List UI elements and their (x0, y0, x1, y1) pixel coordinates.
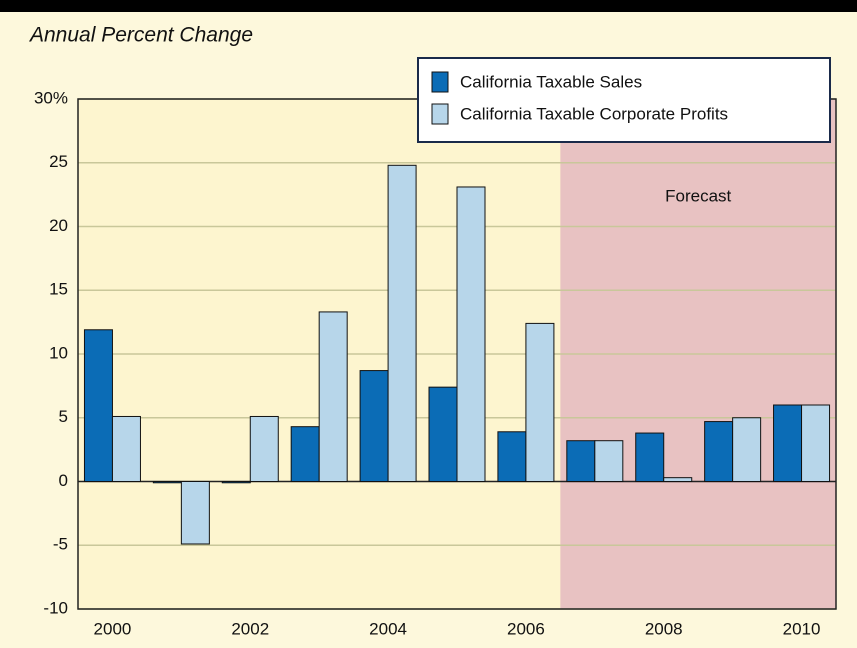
bar (525, 322, 555, 482)
y-tick-label: 10 (49, 343, 68, 362)
x-tick-label: 2010 (783, 619, 821, 638)
legend-box (417, 57, 831, 143)
y-tick-label: 25 (49, 152, 68, 171)
bar (152, 481, 182, 484)
y-tick-label: 15 (49, 280, 68, 299)
y-tick-label: 0 (59, 471, 68, 490)
bar (221, 481, 251, 484)
bar (497, 431, 527, 482)
y-tick-label: -5 (53, 535, 68, 554)
bar (594, 440, 624, 483)
x-tick-label: 2006 (507, 619, 545, 638)
bar (801, 404, 831, 482)
bar (635, 432, 665, 482)
bar (773, 404, 803, 482)
bar (732, 417, 762, 482)
bar (387, 164, 417, 483)
bar (428, 386, 458, 482)
legend-label: California Taxable Corporate Profits (460, 104, 728, 123)
x-tick-label: 2004 (369, 619, 407, 638)
y-tick-label: 30% (34, 88, 68, 107)
bar (290, 426, 320, 482)
legend-swatch (431, 71, 449, 93)
bar (83, 329, 113, 482)
bar (249, 415, 279, 483)
forecast-label: Forecast (665, 186, 731, 205)
bar (359, 370, 389, 483)
bar (704, 421, 734, 483)
y-tick-label: -10 (43, 598, 68, 617)
x-tick-label: 2002 (231, 619, 269, 638)
legend-label: California Taxable Sales (460, 72, 642, 91)
y-tick-label: 20 (49, 216, 68, 235)
chart-title: Annual Percent Change (28, 24, 253, 47)
bar (180, 481, 210, 545)
y-tick-label: 5 (59, 407, 68, 426)
bar (663, 477, 693, 482)
bar (318, 311, 348, 482)
legend-swatch (431, 103, 449, 125)
x-tick-label: 2000 (94, 619, 132, 638)
bar (456, 186, 486, 482)
bar (111, 415, 141, 483)
bar (566, 440, 596, 483)
top-rule (0, 0, 857, 12)
x-tick-label: 2008 (645, 619, 683, 638)
